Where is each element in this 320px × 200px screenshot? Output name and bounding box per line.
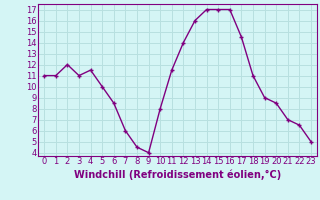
X-axis label: Windchill (Refroidissement éolien,°C): Windchill (Refroidissement éolien,°C) — [74, 169, 281, 180]
